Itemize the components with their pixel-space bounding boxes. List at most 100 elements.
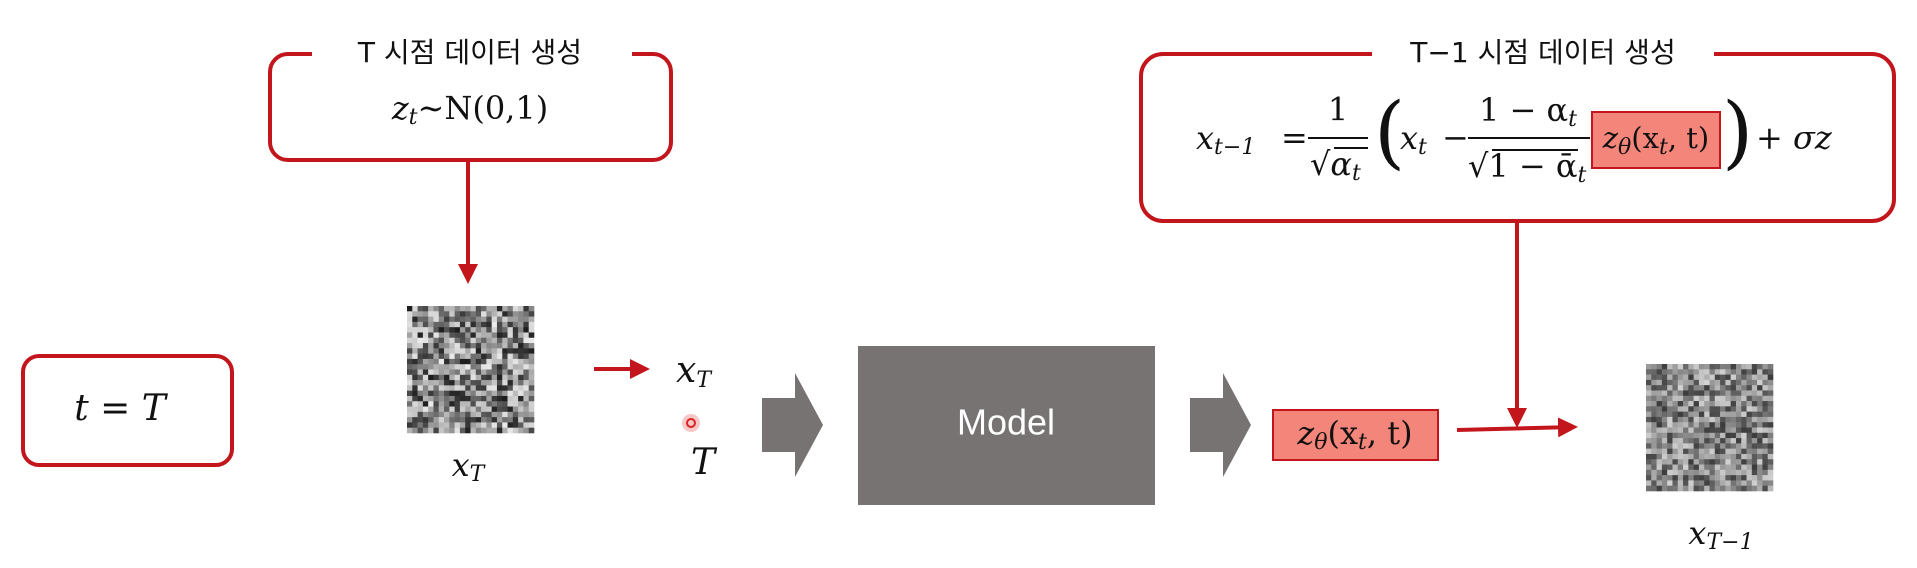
pixel <box>1677 395 1684 402</box>
pixel <box>1651 438 1657 444</box>
pixel <box>1661 453 1668 460</box>
pixel <box>1667 401 1673 407</box>
pixel <box>1767 443 1774 449</box>
pixel <box>1741 480 1747 487</box>
pixel <box>507 422 514 429</box>
pixel <box>1725 459 1731 465</box>
pixel <box>1757 459 1763 465</box>
pixel <box>1741 485 1747 492</box>
pixel <box>518 311 524 317</box>
pixel <box>433 385 440 391</box>
pixel <box>1767 390 1774 397</box>
pixel <box>491 427 498 434</box>
pixel <box>444 417 450 423</box>
pixel <box>1751 374 1758 381</box>
pixel <box>512 380 519 386</box>
pixel <box>528 311 535 317</box>
formula-part: ( <box>1374 85 1405 178</box>
pixel <box>1762 459 1769 465</box>
pixel <box>449 411 455 418</box>
pixel <box>1651 385 1657 391</box>
pixel <box>1725 485 1731 492</box>
pixel <box>454 321 461 328</box>
pixel <box>1725 469 1731 476</box>
pixel <box>459 358 466 365</box>
pixel <box>512 343 519 349</box>
pixel <box>1720 438 1726 444</box>
pixel <box>475 343 482 349</box>
pixel <box>507 401 514 407</box>
pixel <box>1714 411 1721 418</box>
pixel <box>1683 475 1689 481</box>
pixel <box>1757 432 1763 439</box>
pixel <box>481 406 487 413</box>
pixel <box>438 380 445 386</box>
pixel <box>486 380 492 386</box>
pixel <box>449 395 455 402</box>
pixel <box>1683 395 1689 402</box>
pixel <box>1698 480 1705 487</box>
pixel <box>1762 453 1769 460</box>
pixel <box>422 401 429 407</box>
pixel <box>1741 364 1747 370</box>
pixel <box>1646 464 1652 471</box>
pixel <box>459 411 466 418</box>
pixel <box>1762 485 1769 492</box>
pixel <box>1693 480 1700 487</box>
pixel <box>518 374 524 381</box>
pixel <box>1704 448 1710 455</box>
pixel <box>502 395 508 402</box>
pixel <box>523 358 530 365</box>
pixel <box>512 321 519 328</box>
pixel <box>422 422 429 429</box>
pixel <box>1714 453 1721 460</box>
pixel <box>422 353 429 360</box>
pixel <box>1661 395 1668 402</box>
pixel <box>507 395 514 402</box>
pixel <box>523 390 530 397</box>
pixel <box>1656 395 1663 402</box>
pixel <box>1720 395 1726 402</box>
pixel <box>465 348 471 354</box>
pixel <box>417 343 424 349</box>
pixel <box>1683 464 1689 471</box>
pixel <box>454 395 461 402</box>
pixel <box>454 406 461 413</box>
pixel <box>1704 390 1710 397</box>
pixel <box>507 306 514 312</box>
pixel <box>449 385 455 391</box>
pixel <box>1672 464 1679 471</box>
pixel <box>454 337 461 344</box>
pixel <box>412 406 418 413</box>
pixel <box>449 406 455 413</box>
pixel <box>1698 364 1705 370</box>
pixel <box>481 358 487 365</box>
pixel <box>465 422 471 429</box>
pixel <box>444 321 450 328</box>
pixel <box>1646 390 1652 397</box>
pixel <box>465 380 471 386</box>
pixel <box>438 343 445 349</box>
pixel <box>417 306 424 312</box>
pixel <box>523 327 530 333</box>
pixel <box>1672 395 1679 402</box>
pixel <box>528 306 535 312</box>
pixel <box>1746 427 1753 434</box>
pixel <box>1698 406 1705 412</box>
pixel <box>507 411 514 418</box>
pixel <box>1767 453 1774 460</box>
pixel <box>438 390 445 397</box>
pixel <box>1672 369 1679 375</box>
pixel <box>449 353 455 360</box>
pixel <box>465 401 471 407</box>
pixel <box>518 364 524 370</box>
pixel <box>470 327 477 333</box>
pixel <box>512 374 519 381</box>
pixel <box>1735 364 1742 370</box>
pixel <box>1693 448 1700 455</box>
pixel <box>449 358 455 365</box>
pixel <box>1714 432 1721 439</box>
pixel <box>1683 459 1689 465</box>
pixel <box>459 337 466 344</box>
